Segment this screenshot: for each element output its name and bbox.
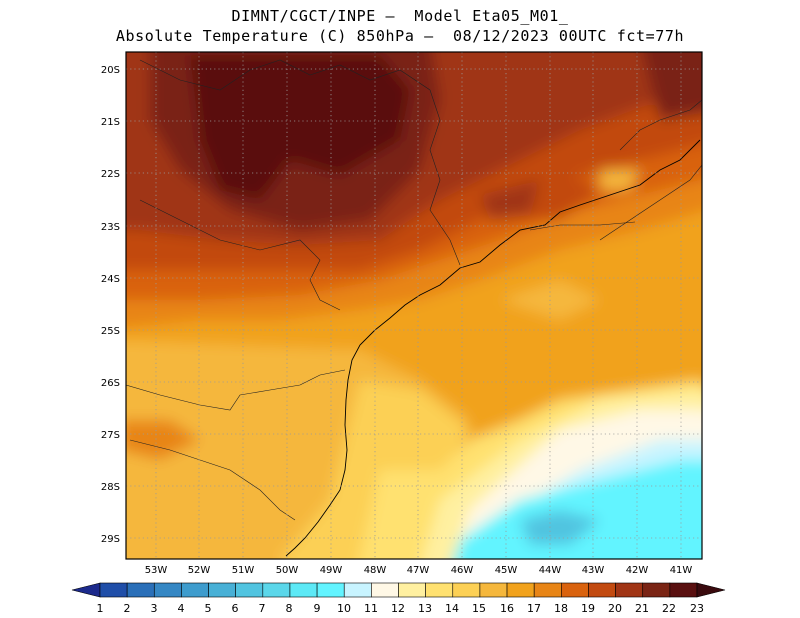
colorbar-label: 20 [608,602,622,615]
lon-label: 41W [670,565,693,576]
colorbar-label: 2 [124,602,131,615]
lat-label: 26S [101,378,120,389]
colorbar-segment [235,582,264,598]
colorbar-label: 4 [178,602,185,615]
colorbar-label: 19 [581,602,595,615]
colorbar-segment [669,582,698,598]
colorbar-label: 9 [314,602,321,615]
colorbar-label: 12 [391,602,405,615]
lon-label: 52W [188,565,211,576]
lat-label: 23S [101,222,120,233]
colorbar-segment [371,582,399,598]
longitude-labels: 53W 52W 51W 50W 49W 48W 47W 46W 45W 44W … [145,565,693,576]
colorbar-label: 5 [205,602,212,615]
lat-label: 25S [101,326,120,337]
colorbar-segment [262,582,291,598]
lon-label: 47W [407,565,430,576]
lon-label: 53W [145,565,168,576]
colorbar-segment [126,582,155,598]
lon-label: 44W [539,565,562,576]
colorbar-segment [343,582,372,598]
colorbar-label: 13 [418,602,432,615]
latitude-labels: 20S 21S 22S 23S 24S 25S 26S 27S 28S 29S [101,65,120,545]
colorbar-label: 18 [554,602,568,615]
colorbar-label: 8 [286,602,293,615]
coastline [285,139,701,557]
colorbar-segment [99,582,128,598]
map-frame [125,51,703,560]
colorbar-segment [208,582,236,598]
colorbar-label: 17 [527,602,541,615]
colorbar-segment [398,582,426,598]
colorbar-segment [452,582,481,598]
colorbar-label: 10 [337,602,351,615]
colorbar-segment [71,582,101,598]
colorbar-segment [506,582,535,598]
colorbar-segment [533,582,562,598]
colorbar-segment [289,582,318,598]
temperature-field [126,52,702,559]
colorbar-labels: 1 2 3 4 5 6 7 8 9 10 11 12 13 14 15 16 1… [97,602,705,615]
colorbar-label: 1 [97,602,104,615]
lon-label: 51W [232,565,255,576]
colorbar-segment [642,582,671,598]
lon-label: 49W [320,565,343,576]
colorbar-segment [316,582,345,598]
lat-label: 29S [101,534,120,545]
colorbar-segment [561,582,589,598]
colorbar-segment [588,582,616,598]
colorbar-label: 14 [445,602,459,615]
lon-label: 42W [626,565,649,576]
lat-label: 21S [101,117,120,128]
colorbar-label: 7 [259,602,266,615]
lon-label: 46W [451,565,474,576]
colorbar-segment [153,582,182,598]
lon-label: 43W [582,565,605,576]
lon-label: 50W [276,565,299,576]
lat-label: 22S [101,169,120,180]
lon-label: 45W [495,565,518,576]
lat-label: 27S [101,430,120,441]
colorbar-label: 23 [690,602,704,615]
colorbar-segment [615,582,644,598]
lat-label: 20S [101,65,120,76]
state-borders [126,59,702,521]
colorbar-label: 16 [500,602,514,615]
colorbar-segment [181,582,209,598]
colorbar-label: 6 [232,602,239,615]
lat-label: 28S [101,482,120,493]
colorbar-segment [425,582,454,598]
colorbar-label: 21 [635,602,649,615]
colorbar-label: 3 [151,602,158,615]
colorbar-label: 11 [364,602,378,615]
colorbar-segment [696,582,726,598]
colorbar-label: 15 [472,602,486,615]
lon-label: 48W [364,565,387,576]
colorbar-segment [479,582,508,598]
title-line-1: DIMNT/CGCT/INPE — Model Eta05_M01_ [231,7,569,25]
colorbar [71,582,726,598]
title-line-2: Absolute Temperature (C) 850hPa — 08/12/… [115,27,685,45]
colorbar-label: 22 [662,602,676,615]
gridlines [126,52,702,559]
lat-label: 24S [101,274,120,285]
